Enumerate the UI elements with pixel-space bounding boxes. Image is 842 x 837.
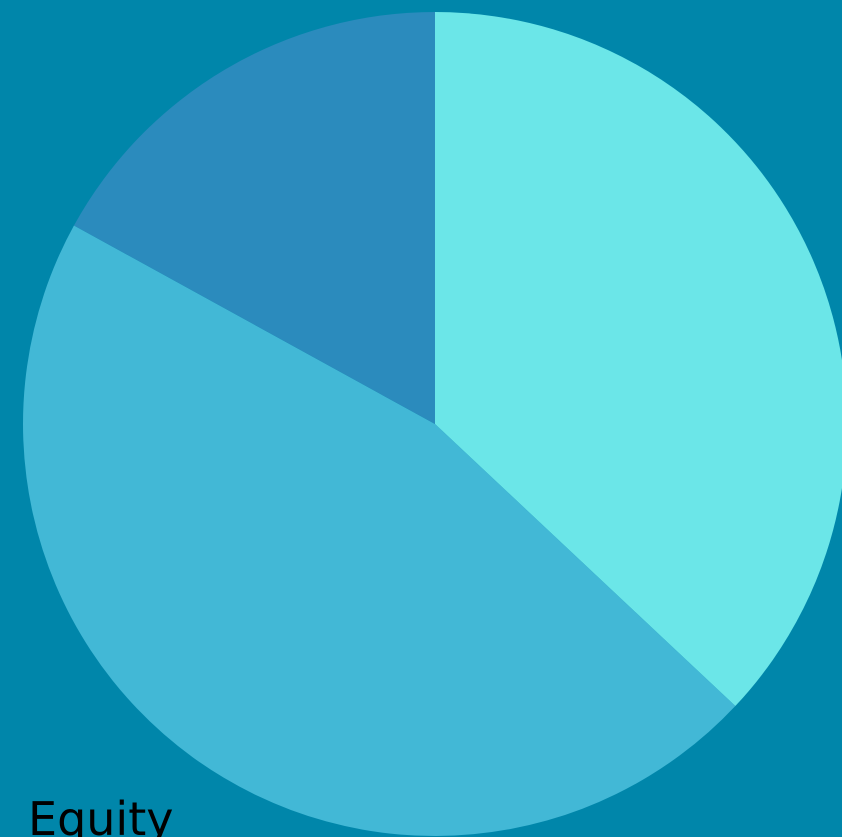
pie-slice [435, 12, 842, 707]
pie-slice [73, 12, 436, 424]
pie-slice [23, 225, 736, 837]
legend-label: Equity [28, 792, 173, 837]
